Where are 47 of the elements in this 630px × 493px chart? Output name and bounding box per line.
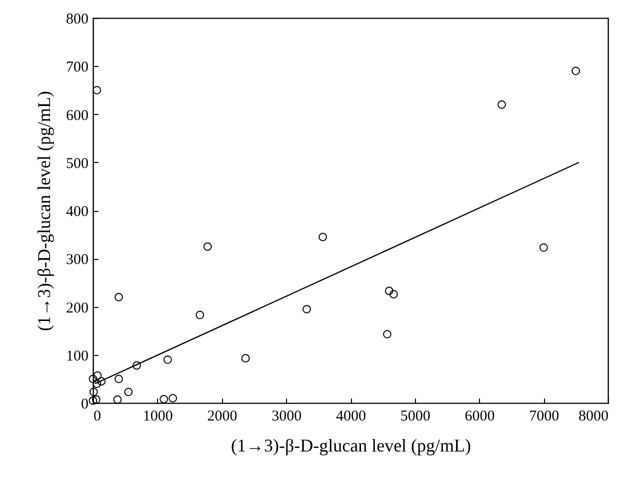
x-tick-label: 8000 <box>578 408 608 424</box>
x-tick-label: 2000 <box>207 408 238 424</box>
point <box>92 86 102 94</box>
point <box>318 232 328 242</box>
point <box>114 292 123 302</box>
x-tick-label: 4000 <box>336 408 366 424</box>
point <box>203 242 212 251</box>
y-tick-label: 400 <box>66 204 88 220</box>
point <box>114 374 123 384</box>
point <box>93 371 102 380</box>
point <box>498 100 506 109</box>
y-axis-title: (1→3)-β-D-glucan level (pg/mL) <box>34 90 54 332</box>
y-tick-label: 0 <box>81 396 88 412</box>
point <box>168 394 178 402</box>
point <box>382 330 392 338</box>
point <box>163 355 172 364</box>
point <box>302 304 311 314</box>
y-tick-label: 700 <box>66 60 88 76</box>
y-tick-label: 300 <box>66 252 88 268</box>
point <box>92 380 102 388</box>
x-tick-label: 5000 <box>400 408 430 424</box>
point <box>132 361 141 370</box>
point <box>113 395 122 404</box>
x-axis-title: (1→3)-β-D-glucan level (pg/mL) <box>230 436 472 456</box>
y-tick-label: 800 <box>66 12 88 28</box>
point <box>124 388 133 396</box>
point <box>196 310 204 320</box>
point <box>389 290 398 298</box>
point <box>97 377 106 386</box>
point <box>92 395 100 404</box>
x-tick-label: 7000 <box>529 408 560 424</box>
x-tick-label: 1000 <box>142 408 173 424</box>
y-tick-label: 200 <box>66 300 88 316</box>
point <box>88 374 98 384</box>
point <box>572 66 580 76</box>
point <box>384 286 394 296</box>
x-tick-label: 3000 <box>272 408 302 424</box>
y-tick-label: 500 <box>66 156 88 172</box>
point <box>89 388 98 396</box>
point <box>539 243 548 252</box>
x-tick-label: 6000 <box>464 408 495 424</box>
y-tick-label: 100 <box>66 348 88 364</box>
point <box>88 396 98 405</box>
point <box>241 354 250 362</box>
point <box>160 394 168 404</box>
y-tick-label: 600 <box>66 108 88 124</box>
x-tick-label: 0 <box>94 408 101 424</box>
